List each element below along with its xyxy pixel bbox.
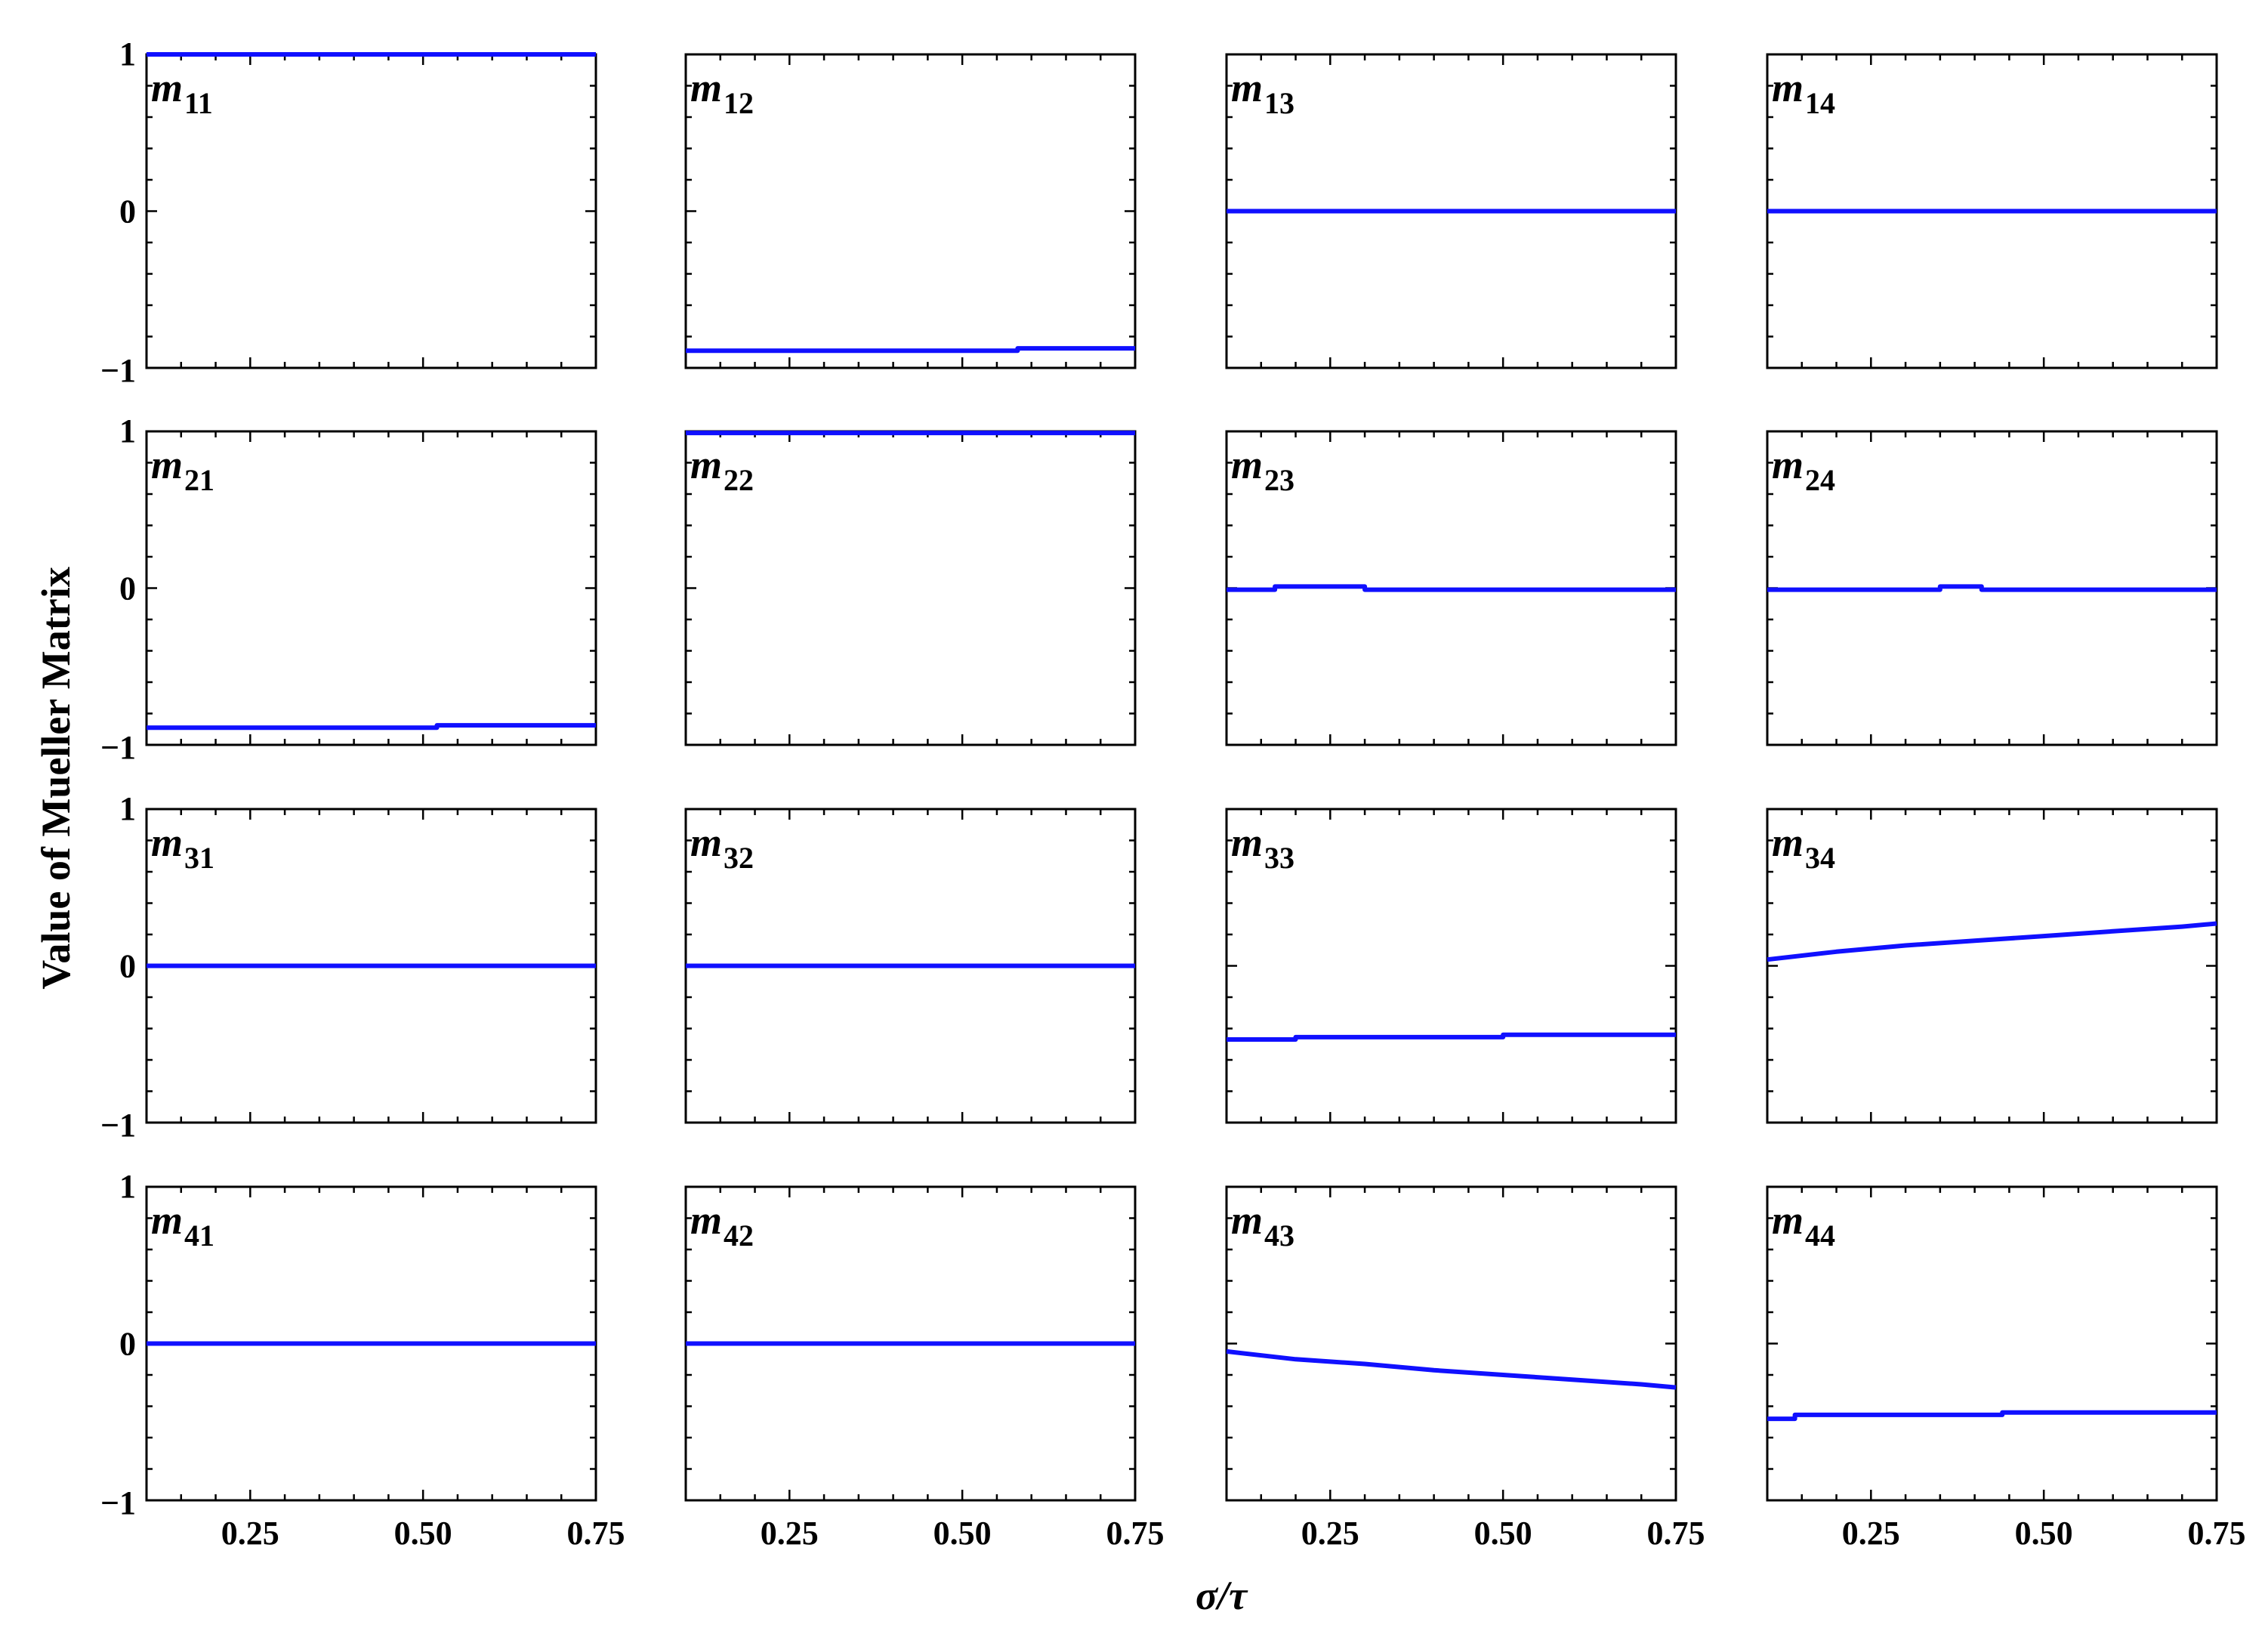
panel-m34: m34	[1766, 808, 2218, 1124]
panel-label: m12	[690, 65, 754, 120]
panel-label: m13	[1231, 65, 1294, 120]
series-line	[686, 346, 1135, 354]
series-line	[1767, 584, 2217, 592]
panel-m33: m33	[1225, 808, 1677, 1124]
panel-label: m34	[1772, 820, 1835, 875]
panel-m23: m23	[1225, 430, 1677, 746]
panel-frame	[145, 53, 597, 369]
panel-m12: m12	[684, 53, 1137, 369]
panel-m14: m14	[1766, 53, 2218, 369]
y-tick-label: 0	[119, 570, 136, 607]
y-tick-label: 0	[119, 193, 136, 230]
y-tick-label: 1	[119, 790, 136, 827]
panel-label: m41	[151, 1197, 214, 1253]
x-tick-label: 0.50	[2015, 1515, 2073, 1552]
x-tick-label: 0.50	[394, 1515, 452, 1552]
panel-label: m31	[151, 820, 214, 875]
panel-m22: m22	[684, 430, 1137, 746]
x-tick-label: 0.25	[761, 1515, 819, 1552]
series-line	[1767, 1410, 2217, 1422]
series-line	[1227, 584, 1676, 592]
panel-m43: 0.25 0.50 0.75 m43	[1225, 1185, 1705, 1552]
y-tick-label: 1	[119, 412, 136, 449]
panel-label: m21	[151, 442, 214, 497]
x-tick-label: 0.50	[1474, 1515, 1532, 1552]
panel-label: m23	[1231, 442, 1294, 497]
panel-label: m11	[151, 65, 213, 120]
y-tick-label: −1	[100, 729, 136, 766]
x-tick-label: 0.25	[1301, 1515, 1359, 1552]
panel-label: m42	[690, 1197, 754, 1253]
panel-m44: 0.25 0.50 0.75 m44	[1766, 1185, 2246, 1552]
panel-label: m22	[690, 442, 754, 497]
x-tick-label: 0.75	[2188, 1515, 2246, 1552]
series-line	[1227, 1032, 1676, 1042]
panel-m32: m32	[684, 808, 1137, 1124]
y-axis-title: Value of Mueller Matrix	[33, 567, 79, 989]
panel-label: m14	[1772, 65, 1835, 120]
panel-label: m32	[690, 820, 754, 875]
panel-label: m33	[1231, 820, 1294, 875]
x-tick-label: 0.25	[1842, 1515, 1900, 1552]
x-tick-label: 0.75	[567, 1515, 625, 1552]
panel-label: m43	[1231, 1197, 1294, 1253]
y-tick-label: −1	[100, 352, 136, 389]
x-tick-label: 0.25	[221, 1515, 279, 1552]
x-tick-label: 0.75	[1106, 1515, 1165, 1552]
panel-m42: 0.25 0.50 0.75 m42	[684, 1185, 1165, 1552]
panel-m11: −1 0 1 m11	[100, 36, 597, 389]
panel-m31: −1 0 1 m31	[100, 790, 597, 1144]
x-tick-label: 0.50	[933, 1515, 992, 1552]
y-tick-label: −1	[100, 1484, 136, 1521]
series-line	[1226, 1348, 1677, 1390]
y-tick-label: 1	[119, 36, 136, 73]
panel-m21: −1 0 1 m21	[100, 412, 597, 766]
x-tick-label: 0.75	[1647, 1515, 1705, 1552]
panel-label: m44	[1772, 1197, 1835, 1253]
y-tick-label: 1	[119, 1168, 136, 1205]
panel-m13: m13	[1225, 53, 1677, 369]
x-axis-title: σ/τ	[1196, 1573, 1248, 1618]
panel-label: m24	[1772, 442, 1835, 497]
y-tick-label: 0	[119, 948, 136, 985]
panel-m24: m24	[1766, 430, 2218, 746]
panel-grid: −1 0 1 m11 m12 m13 m14 −1 0 1 m21 m22 m23 m24 −1 0 1 m31 m…	[100, 36, 2246, 1552]
panel-m41: −1 0 1 0.25 0.50 0.75 m41	[100, 1168, 625, 1552]
series-line	[1767, 921, 2217, 962]
y-tick-label: 0	[119, 1326, 136, 1363]
series-line	[147, 723, 596, 731]
y-tick-label: −1	[100, 1107, 136, 1144]
